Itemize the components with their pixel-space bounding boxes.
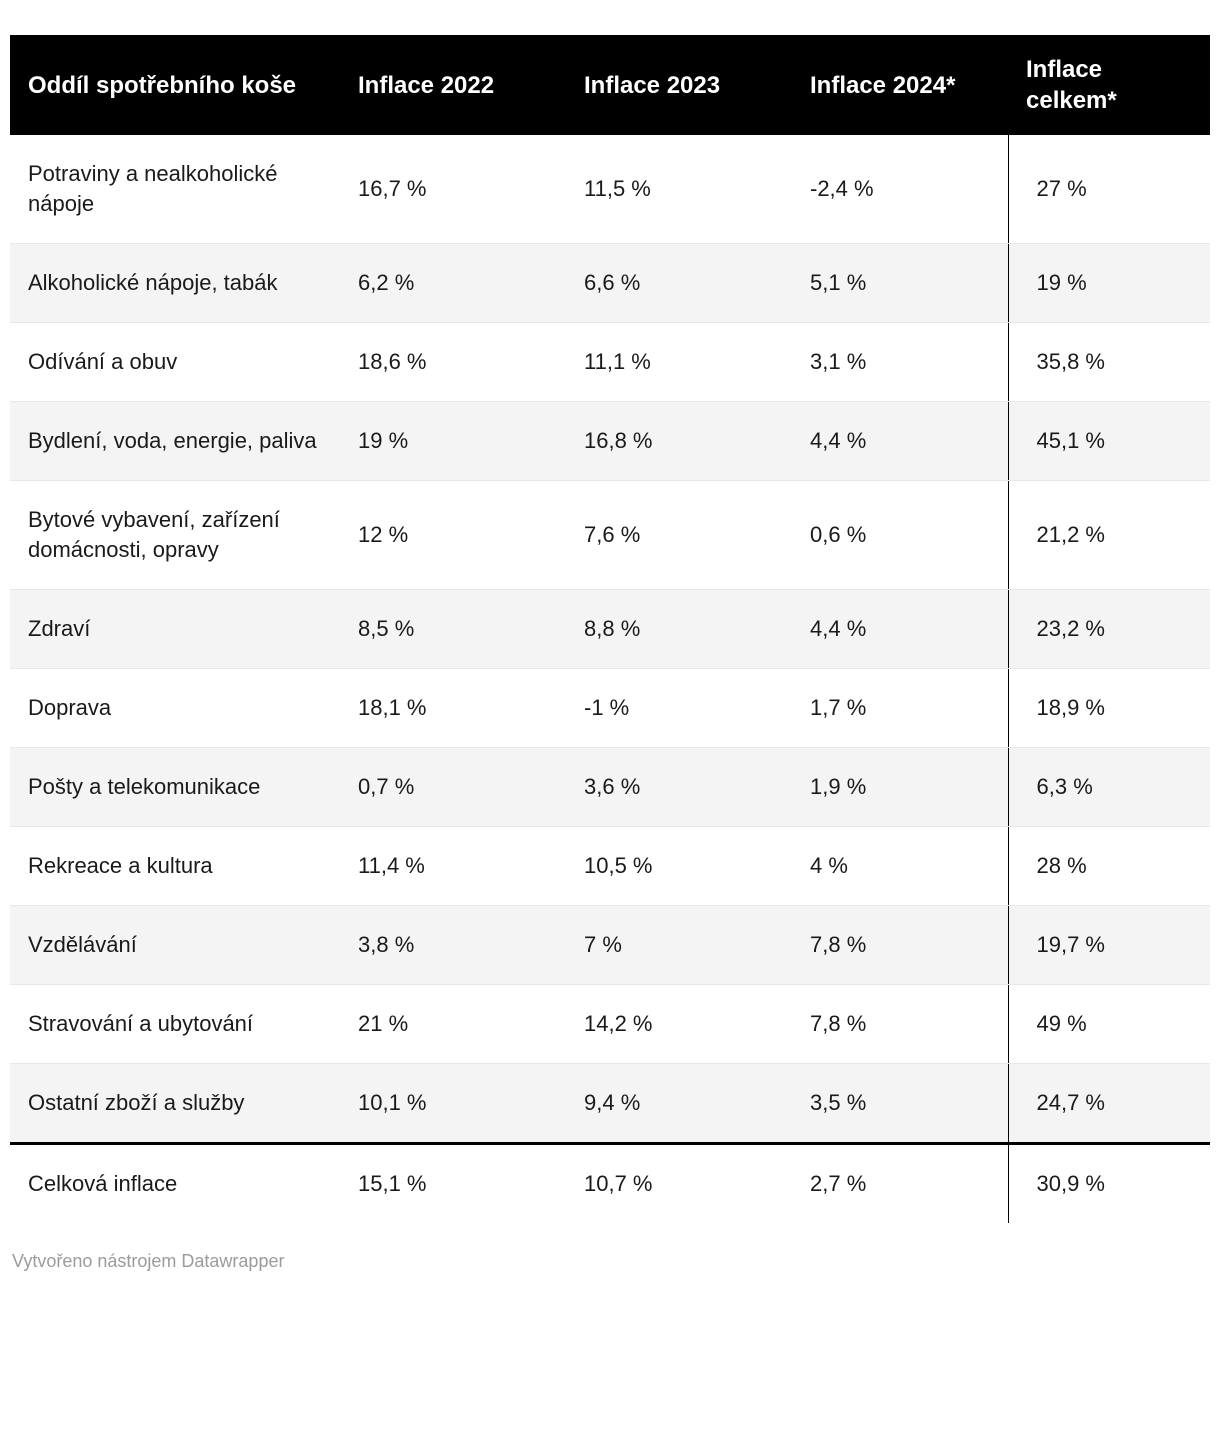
column-header-inflace-celkem: Inflace celkem* (1008, 35, 1210, 135)
cell-value: 0,6 % (792, 480, 1008, 590)
cell-value: 19,7 % (1007, 905, 1210, 985)
table-row: Rekreace a kultura 11,4 % 10,5 % 4 % 28 % (10, 826, 1210, 906)
cell-value: 11,5 % (566, 135, 792, 244)
cell-value: 23,2 % (1007, 589, 1210, 669)
cell-value: 21 % (340, 984, 566, 1064)
row-label: Odívání a obuv (10, 322, 340, 402)
cell-value: 7,8 % (792, 984, 1008, 1064)
row-label: Bydlení, voda, energie, paliva (10, 401, 340, 481)
cell-value: 18,6 % (340, 322, 566, 402)
cell-value: 4,4 % (792, 401, 1008, 481)
cell-value: -2,4 % (792, 135, 1008, 244)
row-label: Doprava (10, 668, 340, 748)
cell-value: 3,5 % (792, 1063, 1008, 1144)
row-label: Alkoholické nápoje, tabák (10, 243, 340, 323)
cell-value: 6,6 % (566, 243, 792, 323)
cell-value: 16,8 % (566, 401, 792, 481)
datawrapper-credit: Vytvořeno nástrojem Datawrapper (12, 1251, 285, 1271)
cell-value: 1,9 % (792, 747, 1008, 827)
table-row: Ostatní zboží a služby 10,1 % 9,4 % 3,5 % 24… (10, 1063, 1210, 1144)
cell-value: 49 % (1007, 984, 1210, 1064)
cell-value: 10,7 % (566, 1142, 792, 1223)
row-label: Bytové vybavení, zařízení domácnosti, op… (10, 480, 340, 590)
table-row: Pošty a telekomunikace 0,7 % 3,6 % 1,9 % 6,3… (10, 747, 1210, 827)
column-header-inflace-2023: Inflace 2023 (566, 35, 792, 135)
row-label: Celková inflace (10, 1142, 340, 1223)
cell-value: 7,6 % (566, 480, 792, 590)
table-header: Oddíl spotřebního koše Inflace 2022 Infl… (10, 35, 1210, 135)
table-row: Bytové vybavení, zařízení domácnosti, op… (10, 480, 1210, 590)
row-label: Rekreace a kultura (10, 826, 340, 906)
cell-value: 27 % (1007, 135, 1210, 244)
cell-value: -1 % (566, 668, 792, 748)
total-row: Celková inflace 15,1 % 10,7 % 2,7 % 30,9 % (10, 1142, 1210, 1223)
row-label: Stravování a ubytování (10, 984, 340, 1064)
cell-value: 0,7 % (340, 747, 566, 827)
cell-value: 7 % (566, 905, 792, 985)
cell-value: 19 % (1007, 243, 1210, 323)
column-header-inflace-2024: Inflace 2024* (792, 35, 1008, 135)
cell-value: 8,5 % (340, 589, 566, 669)
cell-value: 15,1 % (340, 1142, 566, 1223)
row-label: Ostatní zboží a služby (10, 1063, 340, 1144)
table-row: Alkoholické nápoje, tabák 6,2 % 6,6 % 5,1 %… (10, 243, 1210, 323)
cell-value: 19 % (340, 401, 566, 481)
cell-value: 21,2 % (1007, 480, 1210, 590)
cell-value: 35,8 % (1007, 322, 1210, 402)
table-row: Doprava 18,1 % -1 % 1,7 % 18,9 % (10, 668, 1210, 748)
cell-value: 8,8 % (566, 589, 792, 669)
cell-value: 4 % (792, 826, 1008, 906)
table-row: Stravování a ubytování 21 % 14,2 % 7,8 % 49 … (10, 984, 1210, 1064)
table-body: Potraviny a nealkoholické nápoje 16,7 % 11… (10, 135, 1210, 1223)
cell-value: 30,9 % (1007, 1142, 1210, 1223)
header-row: Oddíl spotřebního koše Inflace 2022 Infl… (10, 35, 1210, 135)
cell-value: 1,7 % (792, 668, 1008, 748)
cell-value: 18,9 % (1007, 668, 1210, 748)
table-row: Bydlení, voda, energie, paliva 19 % 16,8 %… (10, 401, 1210, 481)
cell-value: 10,1 % (340, 1063, 566, 1144)
table-row: Odívání a obuv 18,6 % 11,1 % 3,1 % 35,8 % (10, 322, 1210, 402)
row-label: Pošty a telekomunikace (10, 747, 340, 827)
cell-value: 24,7 % (1007, 1063, 1210, 1144)
row-label: Vzdělávání (10, 905, 340, 985)
inflation-table: Oddíl spotřebního koše Inflace 2022 Infl… (10, 35, 1210, 1223)
cell-value: 28 % (1007, 826, 1210, 906)
column-header-category: Oddíl spotřebního koše (10, 35, 340, 135)
cell-value: 3,1 % (792, 322, 1008, 402)
cell-value: 5,1 % (792, 243, 1008, 323)
table-row: Zdraví 8,5 % 8,8 % 4,4 % 23,2 % (10, 589, 1210, 669)
row-label: Potraviny a nealkoholické nápoje (10, 135, 340, 244)
row-label: Zdraví (10, 589, 340, 669)
cell-value: 11,1 % (566, 322, 792, 402)
cell-value: 3,8 % (340, 905, 566, 985)
cell-value: 4,4 % (792, 589, 1008, 669)
cell-value: 16,7 % (340, 135, 566, 244)
cell-value: 11,4 % (340, 826, 566, 906)
cell-value: 9,4 % (566, 1063, 792, 1144)
cell-value: 2,7 % (792, 1142, 1008, 1223)
cell-value: 3,6 % (566, 747, 792, 827)
column-header-inflace-2022: Inflace 2022 (340, 35, 566, 135)
cell-value: 45,1 % (1007, 401, 1210, 481)
cell-value: 6,2 % (340, 243, 566, 323)
cell-value: 7,8 % (792, 905, 1008, 985)
cell-value: 10,5 % (566, 826, 792, 906)
cell-value: 14,2 % (566, 984, 792, 1064)
cell-value: 6,3 % (1007, 747, 1210, 827)
table-row: Vzdělávání 3,8 % 7 % 7,8 % 19,7 % (10, 905, 1210, 985)
cell-value: 12 % (340, 480, 566, 590)
cell-value: 18,1 % (340, 668, 566, 748)
table-row: Potraviny a nealkoholické nápoje 16,7 % 11… (10, 135, 1210, 244)
